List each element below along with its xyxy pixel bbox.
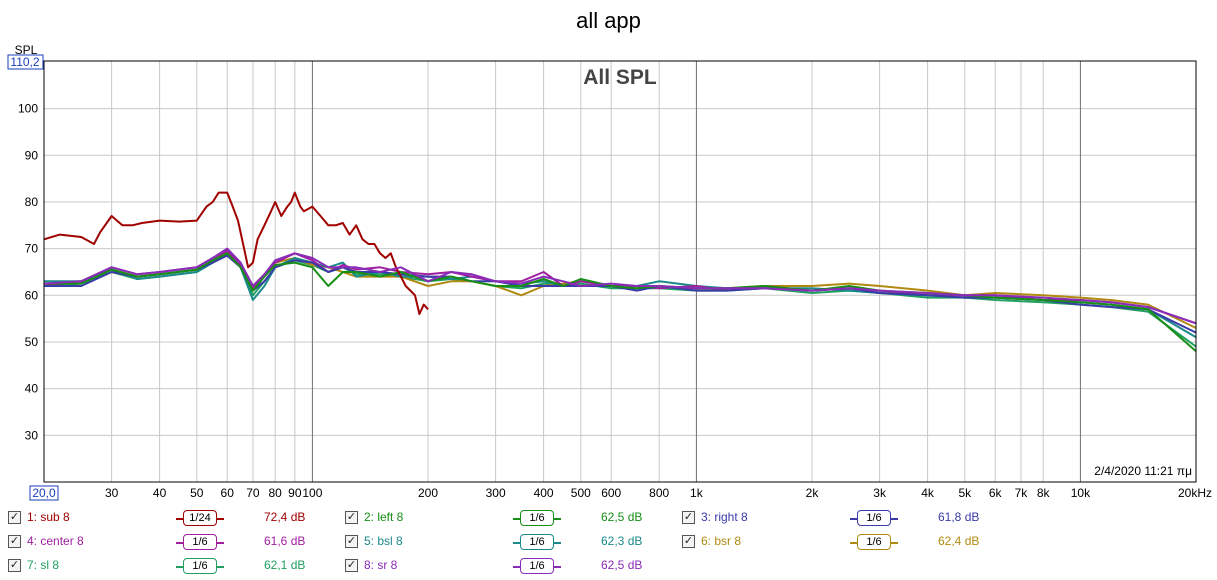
smoothing-button[interactable]: 1/6 — [183, 534, 217, 550]
x-ticks: 30 40 50 60 70 80 90 100 200 300 400 500 600 800 1k 2k 3… — [105, 486, 1212, 500]
series-name: 4: center 8 — [27, 534, 84, 548]
y-tick-label: 70 — [25, 242, 39, 256]
series-checkbox[interactable]: ✓ — [345, 511, 358, 524]
curves — [43, 191, 1197, 353]
series-level: 62,1 dB — [264, 558, 306, 572]
series-line-8 — [43, 247, 1197, 325]
series-line-3 — [44, 254, 1197, 334]
x-tick-label: 4k — [921, 486, 935, 500]
x-tick-label: 3k — [873, 486, 887, 500]
x-min-box[interactable] — [29, 485, 59, 501]
series-checkbox[interactable]: ✓ — [682, 511, 695, 524]
series-name: 2: left 8 — [364, 510, 404, 524]
smoothing-button[interactable]: 1/24 — [183, 510, 217, 526]
y-max-box[interactable] — [7, 54, 44, 70]
x-tick-label: 20kHz — [1178, 486, 1212, 500]
y-tick-label: 60 — [25, 288, 39, 302]
smoothing-button[interactable]: 1/6 — [520, 510, 554, 526]
series-name: 1: sub 8 — [27, 510, 70, 524]
series-level: 62,5 dB — [601, 558, 643, 572]
x-tick-label: 6k — [989, 486, 1003, 500]
x-tick-label: 1k — [690, 486, 704, 500]
x-tick-label: 60 — [221, 486, 235, 500]
series-name: 7: sl 8 — [27, 558, 60, 572]
x-tick-label: 90 — [288, 486, 302, 500]
y-tick-label: 50 — [25, 335, 39, 349]
series-checkbox[interactable]: ✓ — [345, 559, 358, 572]
smoothing-button[interactable]: 1/6 — [857, 534, 891, 550]
y-max-label: 110,2 — [10, 55, 39, 69]
x-tick-label: 200 — [418, 486, 438, 500]
x-tick-label: 5k — [958, 486, 972, 500]
y-tick-label: 90 — [25, 148, 39, 162]
x-tick-label: 7k — [1015, 486, 1029, 500]
x-tick-label: 400 — [534, 486, 554, 500]
series-checkbox[interactable]: ✓ — [8, 535, 21, 548]
series-level: 61,6 dB — [264, 534, 306, 548]
window-title: all app — [576, 8, 641, 33]
series-name: 3: right 8 — [701, 510, 748, 524]
smoothing-button[interactable]: 1/6 — [857, 510, 891, 526]
series-level: 62,3 dB — [601, 534, 643, 548]
x-tick-label: 800 — [649, 486, 669, 500]
smoothing-button[interactable]: 1/6 — [520, 534, 554, 550]
y-tick-label: 100 — [18, 102, 38, 116]
timestamp: 2/4/2020 11:21 πμ — [1094, 464, 1192, 478]
series-name: 5: bsl 8 — [364, 534, 403, 548]
x-tick-label: 600 — [601, 486, 621, 500]
plot-frame — [43, 60, 1197, 483]
series-line-1 — [43, 191, 429, 315]
y-axis-label: SPL — [15, 43, 38, 57]
series-level: 72,4 dB — [264, 510, 306, 524]
smoothing-button[interactable]: 1/6 — [183, 558, 217, 574]
x-tick-label: 80 — [269, 486, 283, 500]
series-level: 61,8 dB — [938, 510, 980, 524]
x-tick-label: 2k — [806, 486, 820, 500]
x-tick-label: 8k — [1037, 486, 1051, 500]
x-tick-label: 500 — [571, 486, 591, 500]
smoothing-button[interactable]: 1/6 — [520, 558, 554, 574]
x-tick-label: 50 — [190, 486, 204, 500]
series-checkbox[interactable]: ✓ — [682, 535, 695, 548]
series-name: 6: bsr 8 — [701, 534, 742, 548]
chart-title: All SPL — [583, 66, 657, 89]
series-level: 62,5 dB — [601, 510, 643, 524]
series-level: 62,4 dB — [938, 534, 980, 548]
x-tick-label: 70 — [246, 486, 260, 500]
series-line-6 — [43, 250, 1197, 329]
y-tick-label: 30 — [25, 428, 39, 442]
y-tick-label: 80 — [25, 195, 39, 209]
series-checkbox[interactable]: ✓ — [8, 559, 21, 572]
series-name: 8: sr 8 — [364, 558, 398, 572]
x-min-label: 20,0 — [32, 486, 56, 500]
x-tick-label: 40 — [153, 486, 167, 500]
x-tick-label: 30 — [105, 486, 119, 500]
grid-lines — [44, 61, 1197, 482]
series-checkbox[interactable]: ✓ — [8, 511, 21, 524]
x-tick-label: 100 — [302, 486, 322, 500]
y-ticks: 30 40 50 60 70 80 90 100 — [18, 102, 38, 443]
y-tick-label: 40 — [25, 382, 39, 396]
x-tick-label: 10k — [1071, 486, 1091, 500]
series-checkbox[interactable]: ✓ — [345, 535, 358, 548]
x-tick-label: 300 — [486, 486, 506, 500]
